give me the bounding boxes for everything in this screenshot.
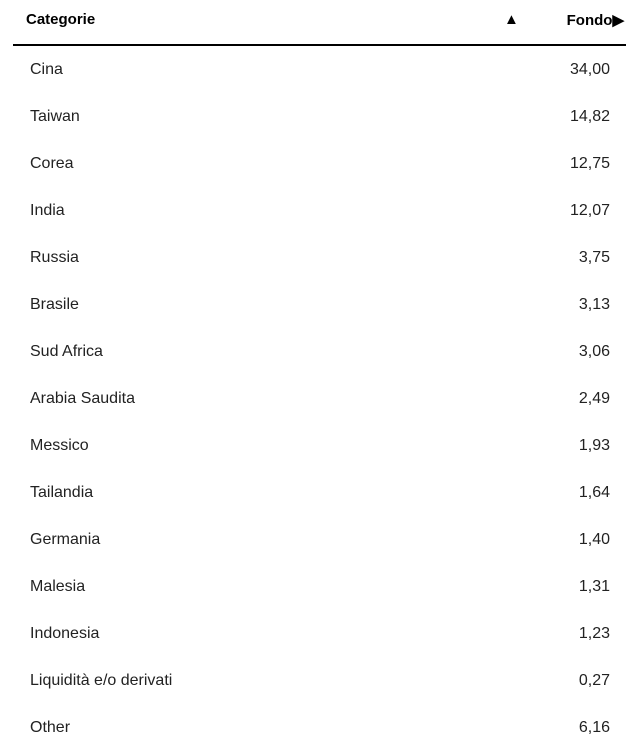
table-row: Sud Africa 3,06 <box>13 328 626 375</box>
table-row: Russia 3,75 <box>13 234 626 281</box>
table-row: Cina 34,00 <box>13 46 626 93</box>
category-name: Messico <box>30 437 89 454</box>
column-header-fund[interactable]: Fondo▶ <box>567 11 624 29</box>
fund-value: 12,75 <box>569 155 610 172</box>
table-row: Liquidità e/o derivati 0,27 <box>13 657 626 704</box>
category-name: Other <box>30 719 71 736</box>
category-name: Sud Africa <box>30 343 103 360</box>
category-name: Russia <box>30 249 79 266</box>
table-row: Malesia 1,31 <box>13 563 626 610</box>
column-header-category: Categorie <box>26 11 96 28</box>
category-name: Taiwan <box>30 108 80 125</box>
category-name: Liquidità e/o derivati <box>30 672 173 689</box>
category-name: India <box>30 202 65 219</box>
category-name: Cina <box>30 61 63 78</box>
table-row: Taiwan 14,82 <box>13 93 626 140</box>
category-name: Malesia <box>30 578 86 595</box>
sort-ascending-icon[interactable]: ▲ <box>504 11 519 28</box>
category-name: Brasile <box>30 296 79 313</box>
fund-value: 12,07 <box>569 202 610 219</box>
category-name: Arabia Saudita <box>30 390 135 407</box>
fund-label: Fondo <box>566 12 613 29</box>
fund-value: 34,00 <box>569 61 610 78</box>
table-row: Messico 1,93 <box>13 422 626 469</box>
table-header: Categorie ▲ Fondo▶ <box>13 0 626 46</box>
table-row: Other 6,16 <box>13 704 626 751</box>
table-row: Germania 1,40 <box>13 516 626 563</box>
fund-value: 0,27 <box>578 672 610 689</box>
fund-value: 3,13 <box>578 296 610 313</box>
fund-value: 3,75 <box>578 249 610 266</box>
fund-value: 14,82 <box>569 108 610 125</box>
fund-value: 1,64 <box>578 484 610 501</box>
table-row: Brasile 3,13 <box>13 281 626 328</box>
fund-value: 2,49 <box>578 390 610 407</box>
fund-value: 1,93 <box>578 437 610 454</box>
allocation-table: Categorie ▲ Fondo▶ Cina 34,00 Taiwan 14,82 C… <box>13 0 626 751</box>
fund-value: 1,40 <box>578 531 610 548</box>
category-name: Corea <box>30 155 74 172</box>
next-column-arrow-icon[interactable]: ▶ <box>612 12 624 29</box>
table-body: Cina 34,00 Taiwan 14,82 Corea 12,75 India 12,07… <box>13 46 626 751</box>
table-row: Corea 12,75 <box>13 140 626 187</box>
category-name: Tailandia <box>30 484 94 501</box>
category-name: Indonesia <box>30 625 100 642</box>
fund-value: 1,23 <box>578 625 610 642</box>
table-row: Arabia Saudita 2,49 <box>13 375 626 422</box>
table-row: India 12,07 <box>13 187 626 234</box>
fund-value: 3,06 <box>578 343 610 360</box>
fund-value: 6,16 <box>578 719 610 736</box>
table-row: Indonesia 1,23 <box>13 610 626 657</box>
fund-value: 1,31 <box>578 578 610 595</box>
category-name: Germania <box>30 531 101 548</box>
table-row: Tailandia 1,64 <box>13 469 626 516</box>
